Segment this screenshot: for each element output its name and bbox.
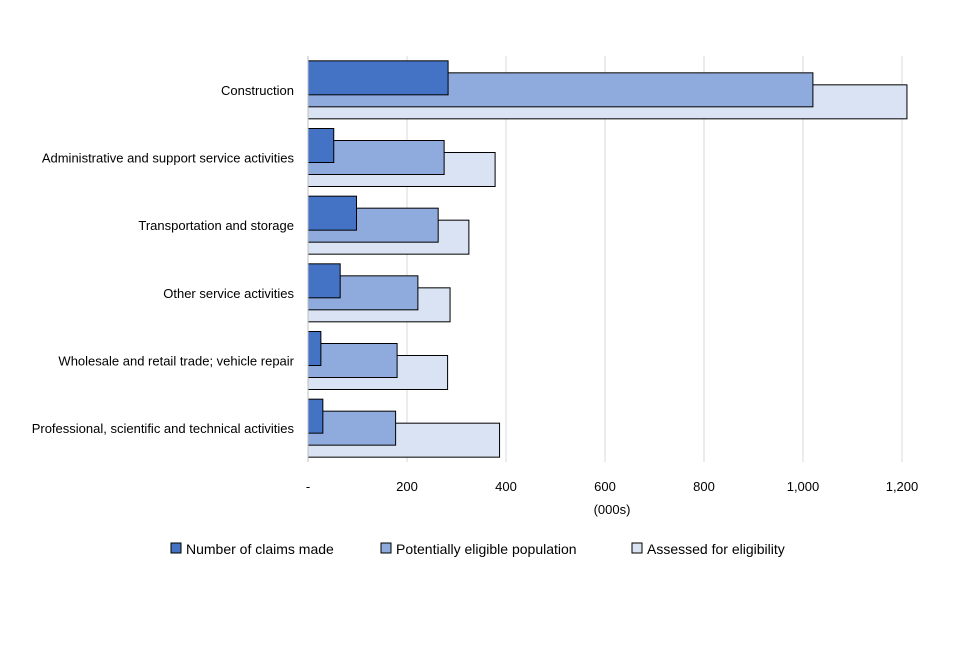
x-tick-label: 400 [495, 479, 517, 494]
category-label: Professional, scientific and technical a… [32, 421, 295, 436]
x-tick-label: 1,000 [787, 479, 820, 494]
bar-potentially-eligible-population-4 [307, 343, 398, 378]
bar-number-of-claims-made-0 [307, 60, 449, 96]
x-axis-title: (000s) [594, 502, 631, 517]
legend-swatch [631, 542, 643, 554]
bar-number-of-claims-made-3 [307, 263, 341, 299]
x-tick-label: 600 [594, 479, 616, 494]
category-label: Construction [221, 83, 294, 98]
legend-swatch [170, 542, 182, 554]
legend: Number of claims made Potentially eligibl… [170, 541, 785, 557]
bar-number-of-claims-made-4 [307, 331, 322, 366]
x-tick-label: 1,200 [886, 479, 919, 494]
category-label: Administrative and support service activ… [42, 151, 295, 166]
category-label: Transportation and storage [138, 218, 294, 233]
bar-number-of-claims-made-5 [307, 398, 324, 434]
legend-label: Potentially eligible population [396, 541, 577, 557]
gridlines [406, 56, 903, 462]
bars [307, 60, 908, 458]
x-tick-label: 200 [396, 479, 418, 494]
legend-label: Number of claims made [186, 541, 334, 557]
legend-label: Assessed for eligibility [647, 541, 785, 557]
x-tick-label: 800 [693, 479, 715, 494]
x-tick-label: - [306, 479, 310, 494]
category-label: Other service activities [163, 286, 294, 301]
bar-number-of-claims-made-2 [307, 195, 358, 231]
axes: Construction Administrative and support s… [32, 56, 919, 517]
bar-number-of-claims-made-1 [307, 128, 335, 163]
category-label: Wholesale and retail trade; vehicle repa… [58, 354, 294, 369]
legend-swatch [380, 542, 392, 554]
